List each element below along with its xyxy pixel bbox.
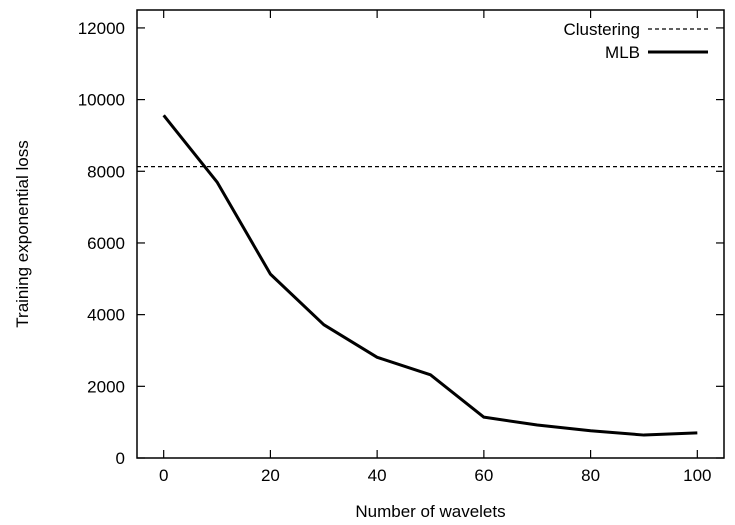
x-tick-label: 60 (474, 466, 493, 485)
legend-label-clustering: Clustering (563, 20, 640, 39)
x-tick-label: 20 (261, 466, 280, 485)
y-tick-label: 0 (116, 449, 125, 468)
series-lines (137, 115, 724, 435)
x-tick-label: 40 (368, 466, 387, 485)
x-tick-label: 80 (581, 466, 600, 485)
y-tick-label: 10000 (78, 91, 125, 110)
series-line-mlb (164, 115, 698, 435)
x-axis-title: Number of wavelets (355, 502, 505, 521)
plot-frame (137, 10, 724, 458)
y-axis-title: Training exponential loss (13, 140, 32, 327)
x-tick-label: 100 (683, 466, 711, 485)
y-tick-label: 2000 (87, 377, 125, 396)
legend-label-mlb: MLB (605, 43, 640, 62)
legend: Clustering MLB (563, 20, 708, 62)
y-tick-label: 12000 (78, 19, 125, 38)
y-tick-label: 4000 (87, 306, 125, 325)
y-tick-label: 8000 (87, 162, 125, 181)
y-tick-label: 6000 (87, 234, 125, 253)
x-tick-label: 0 (159, 466, 168, 485)
axis-ticks: 0 20 40 60 80 100 0 2000 4000 6000 8000 10000 12000 (78, 10, 724, 485)
